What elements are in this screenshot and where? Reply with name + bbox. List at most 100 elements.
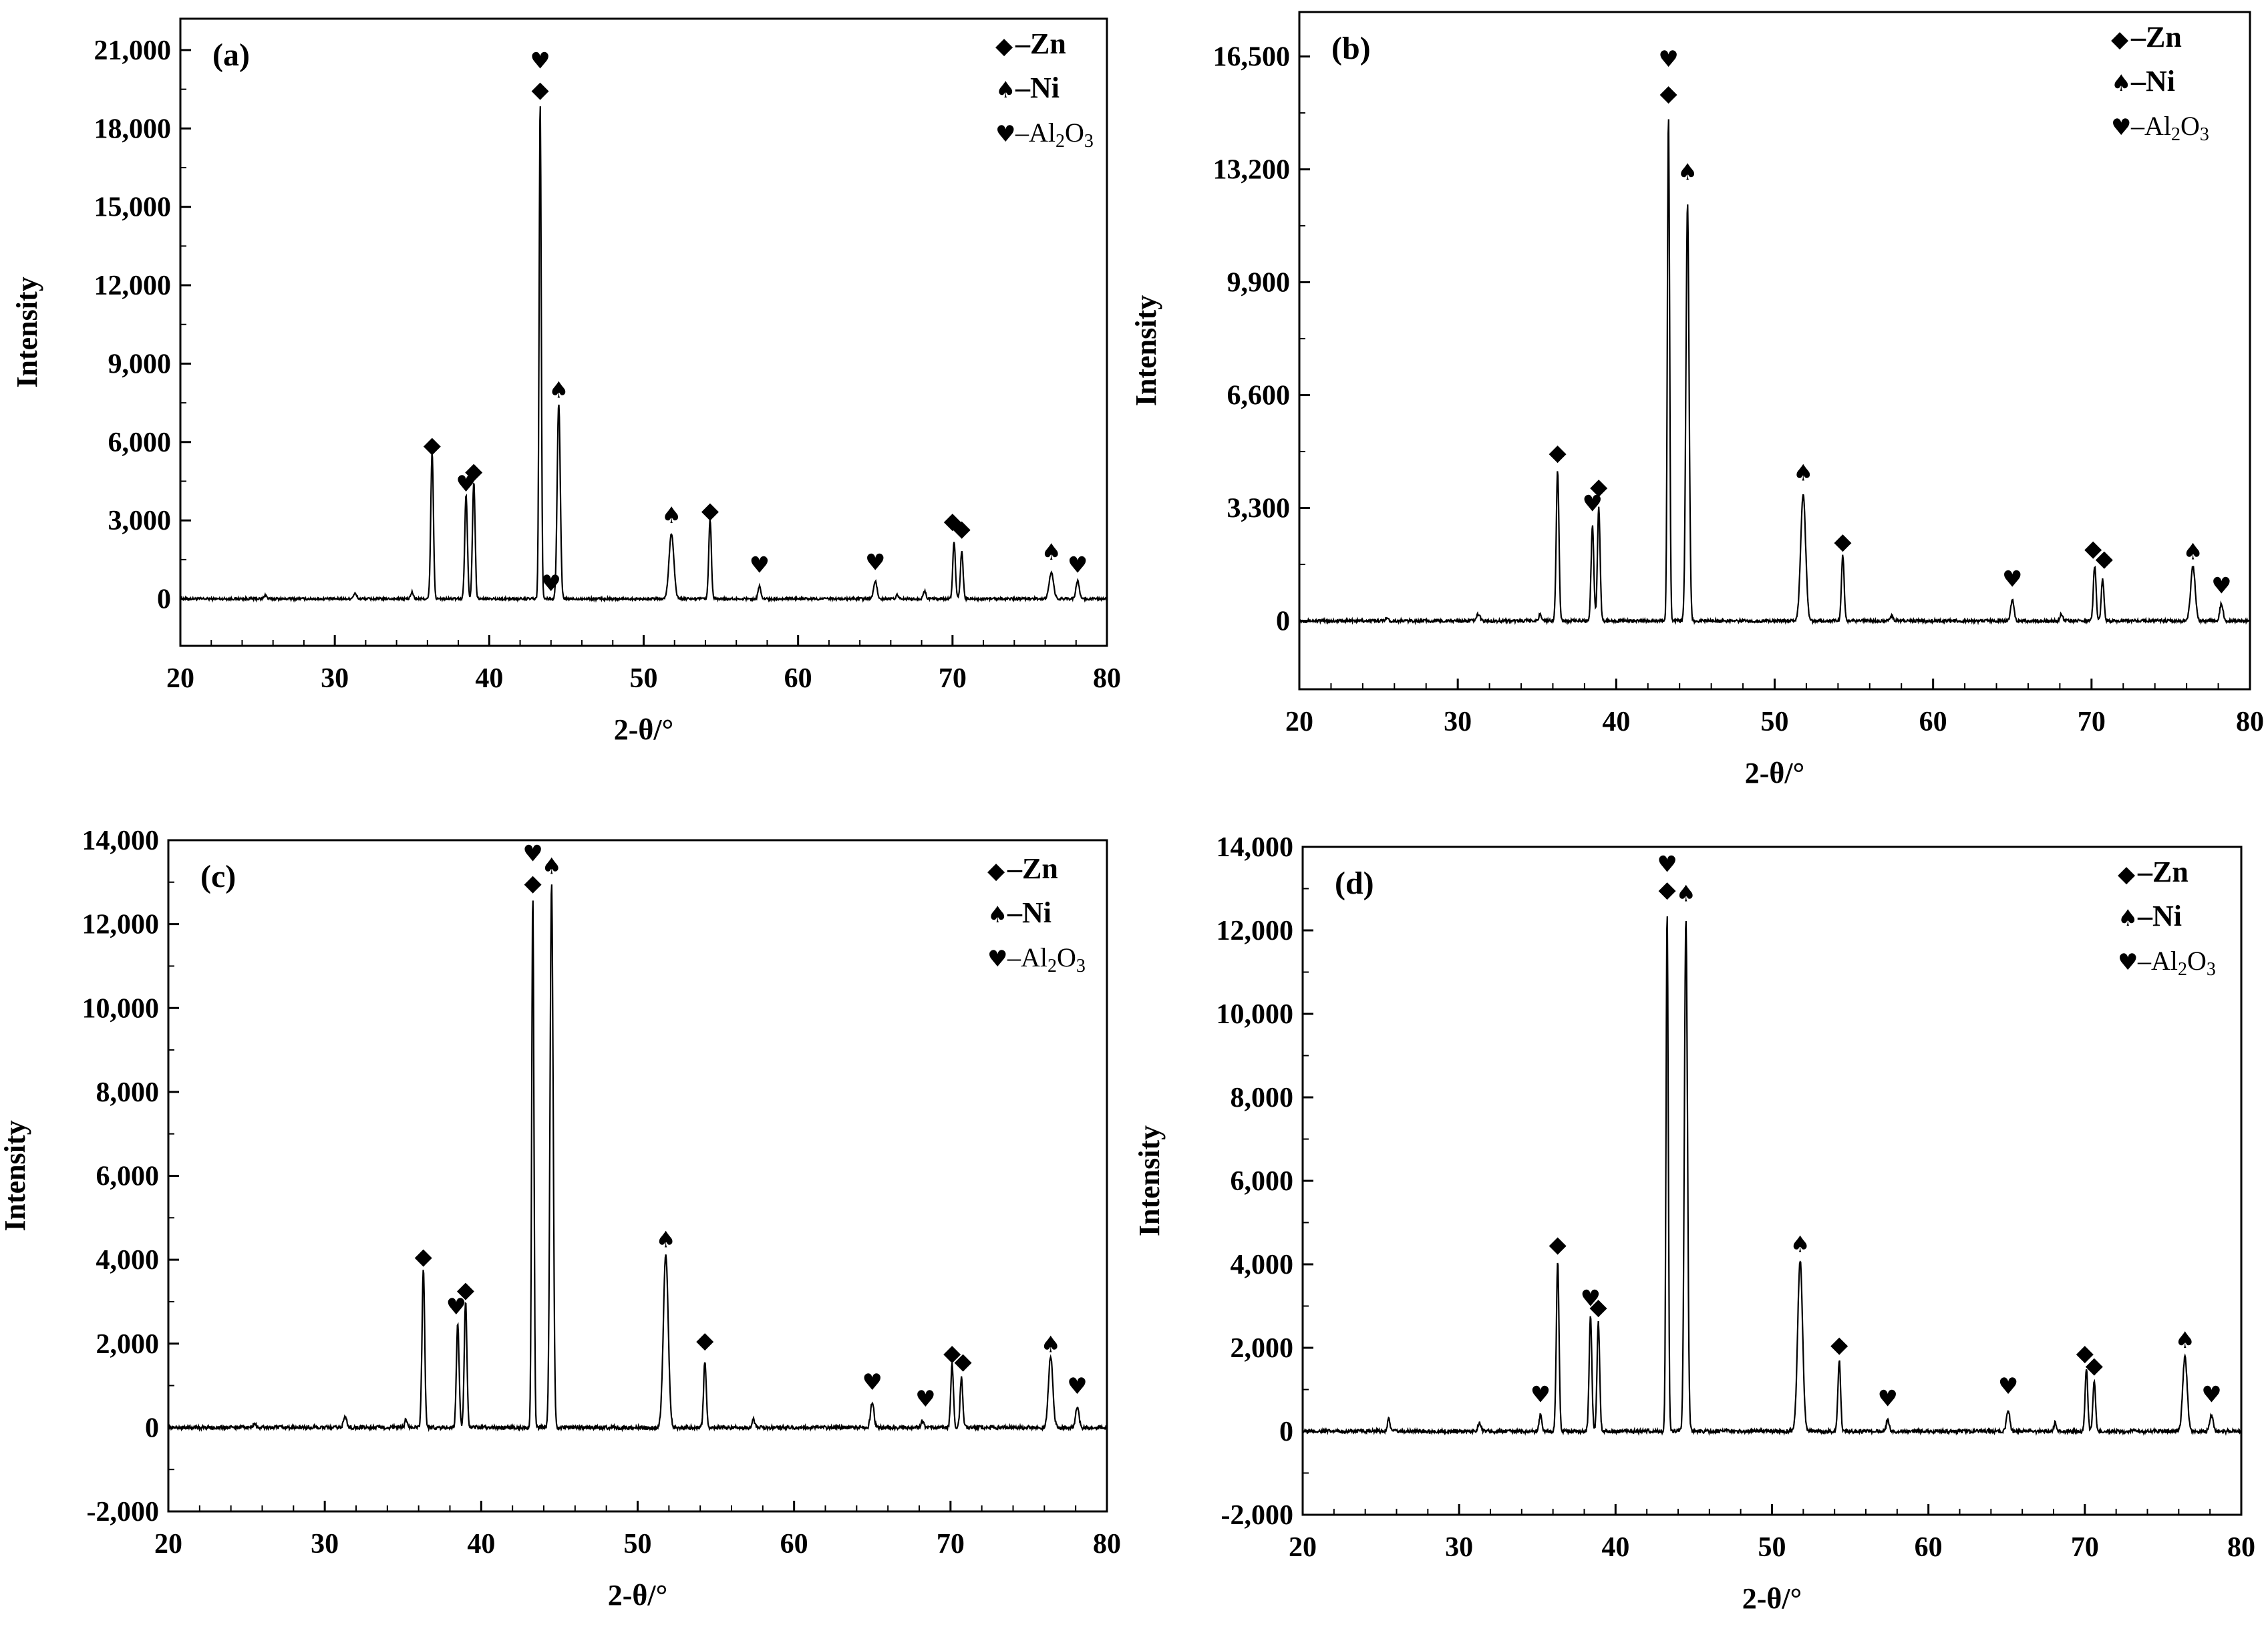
legend-symbol-ni: ♠ bbox=[2118, 905, 2138, 932]
x-tick-label: 30 bbox=[1444, 707, 1472, 737]
phase-marker-ni: ♠ bbox=[1040, 1331, 1060, 1358]
xrd-panel-4: -2,000 0 2,000 4,000 6,000 8,000 10,000 12,000 1… bbox=[1133, 832, 2255, 1615]
phase-marker-ni: ♠ bbox=[1677, 159, 1697, 186]
phase-marker-zn: ◆ bbox=[524, 870, 542, 896]
legend-label-al2o3: –Al2O3 bbox=[1007, 942, 1086, 976]
x-axis-title: 2-θ/° bbox=[608, 1579, 667, 1612]
x-tick-label: 80 bbox=[1093, 663, 1121, 694]
plot-frame bbox=[1301, 846, 2243, 1516]
phase-marker-zn: ◆ bbox=[1590, 474, 1608, 500]
xrd-spectrum-line bbox=[167, 884, 1108, 1433]
x-tick-label: 50 bbox=[624, 1529, 652, 1560]
phase-marker-al2o3: ♥ bbox=[522, 840, 542, 867]
y-tick-label: 12,000 bbox=[82, 910, 160, 940]
phase-marker-ni: ♠ bbox=[1675, 880, 1695, 907]
phase-marker-al2o3: ♥ bbox=[865, 550, 885, 576]
y-tick-label: 4,000 bbox=[96, 1245, 160, 1276]
y-tick-label: 12,000 bbox=[94, 270, 172, 301]
panel-label: (b) bbox=[1331, 31, 1371, 66]
x-tick-label: 80 bbox=[1093, 1529, 1121, 1560]
y-axis-title: Intensity bbox=[1130, 295, 1162, 406]
x-tick-label: 50 bbox=[1761, 707, 1789, 737]
legend-symbol-al2o3: ♥ bbox=[2118, 949, 2138, 976]
legend-symbol-ni: ♠ bbox=[995, 77, 1015, 104]
x-tick-label: 40 bbox=[1601, 1532, 1629, 1563]
phase-marker-ni: ♠ bbox=[1793, 460, 1813, 487]
phase-marker-zn: ◆ bbox=[954, 1348, 972, 1375]
panel-label: (c) bbox=[200, 859, 236, 894]
legend-symbol-al2o3: ♥ bbox=[987, 946, 1007, 972]
y-tick-label: 12,000 bbox=[1217, 916, 1294, 946]
y-axis-title: Intensity bbox=[1133, 1125, 1166, 1236]
legend-label-ni: –Ni bbox=[1007, 896, 1051, 929]
xrd-panel-2: 0 3,300 6,600 9,900 13,200 16,500 20 30 40 50 60 70… bbox=[1130, 11, 2264, 789]
x-tick-label: 70 bbox=[2078, 707, 2106, 737]
y-tick-label: 9,900 bbox=[1227, 268, 1291, 299]
legend-label-ni: –Ni bbox=[2130, 65, 2175, 98]
legend: ◆ –Zn ♠ –Ni ♥ –Al2O3 bbox=[2118, 856, 2216, 980]
phase-marker-al2o3: ♥ bbox=[1658, 46, 1678, 73]
phase-marker-ni: ♠ bbox=[1790, 1231, 1810, 1258]
x-tick-label: 20 bbox=[1285, 707, 1313, 737]
phase-marker-al2o3: ♥ bbox=[530, 47, 550, 74]
phase-marker-ni: ♠ bbox=[1041, 539, 1062, 566]
x-tick-label: 80 bbox=[2236, 707, 2264, 737]
phase-marker-zn: ◆ bbox=[2084, 535, 2102, 562]
x-axis-title: 2-θ/° bbox=[614, 713, 673, 746]
legend-label-al2o3: –Al2O3 bbox=[2137, 946, 2216, 980]
legend-symbol-zn: ◆ bbox=[2118, 861, 2136, 888]
x-tick-label: 60 bbox=[780, 1529, 808, 1560]
y-tick-label: 13,200 bbox=[1213, 155, 1291, 186]
phase-marker-al2o3: ♥ bbox=[456, 471, 476, 498]
x-tick-label: 30 bbox=[311, 1529, 339, 1560]
x-tick-label: 70 bbox=[939, 663, 967, 694]
phase-marker-ni: ♠ bbox=[541, 853, 561, 880]
phase-marker-zn: ◆ bbox=[1834, 528, 1852, 555]
panel-label: (a) bbox=[212, 37, 250, 73]
phase-marker-zn: ◆ bbox=[2096, 546, 2114, 572]
phase-marker-zn: ◆ bbox=[1589, 1294, 1607, 1320]
phase-marker-al2o3: ♥ bbox=[1583, 491, 1603, 518]
phase-marker-al2o3: ♥ bbox=[1657, 852, 1677, 878]
x-tick-label: 50 bbox=[1758, 1532, 1786, 1563]
y-tick-label: 0 bbox=[157, 584, 171, 615]
y-tick-label: 3,000 bbox=[108, 506, 172, 536]
phase-marker-zn: ◆ bbox=[1549, 439, 1567, 466]
phase-marker-zn: ◆ bbox=[943, 1340, 961, 1366]
x-tick-label: 80 bbox=[2227, 1532, 2255, 1563]
x-tick-label: 20 bbox=[166, 663, 194, 694]
x-tick-label: 70 bbox=[937, 1529, 965, 1560]
y-tick-label: 0 bbox=[145, 1413, 159, 1443]
y-tick-label: 6,000 bbox=[96, 1161, 160, 1192]
x-tick-label: 40 bbox=[475, 663, 503, 694]
x-tick-label: 30 bbox=[1445, 1532, 1473, 1563]
y-tick-label: 18,000 bbox=[94, 114, 172, 144]
y-tick-label: 0 bbox=[1276, 606, 1290, 637]
legend-symbol-al2o3: ♥ bbox=[2111, 114, 2131, 141]
phase-marker-al2o3: ♥ bbox=[915, 1386, 935, 1413]
x-tick-label: 30 bbox=[321, 663, 349, 694]
phase-marker-al2o3: ♥ bbox=[1998, 1373, 2018, 1400]
legend: ◆ –Zn ♠ –Ni ♥ –Al2O3 bbox=[2111, 21, 2209, 145]
y-tick-label: 6,000 bbox=[108, 427, 172, 458]
y-tick-label: -2,000 bbox=[87, 1497, 160, 1527]
y-tick-label: 4,000 bbox=[1231, 1250, 1294, 1280]
xrd-spectrum-line bbox=[1301, 916, 2242, 1436]
xrd-panel-1: 0 3,000 6,000 9,000 12,000 15,000 18,000 21,000… bbox=[11, 17, 1121, 746]
y-tick-label: 8,000 bbox=[1231, 1083, 1294, 1113]
legend-symbol-zn: ◆ bbox=[995, 33, 1013, 59]
y-tick-label: 9,000 bbox=[108, 349, 172, 379]
y-tick-label: -2,000 bbox=[1221, 1500, 1294, 1531]
phase-marker-zn: ◆ bbox=[1660, 80, 1678, 107]
phase-marker-zn: ◆ bbox=[701, 497, 719, 524]
y-tick-label: 16,500 bbox=[1213, 42, 1291, 73]
phase-marker-zn: ◆ bbox=[696, 1327, 714, 1354]
legend-label-zn: –Zn bbox=[2130, 21, 2182, 53]
phase-marker-al2o3: ♥ bbox=[1068, 552, 1088, 578]
phase-marker-al2o3: ♥ bbox=[541, 570, 561, 597]
legend-label-ni: –Ni bbox=[2137, 900, 2182, 932]
legend-symbol-al2o3: ♥ bbox=[995, 121, 1015, 148]
x-tick-label: 60 bbox=[1919, 707, 1947, 737]
legend-label-ni: –Ni bbox=[1015, 71, 1060, 104]
